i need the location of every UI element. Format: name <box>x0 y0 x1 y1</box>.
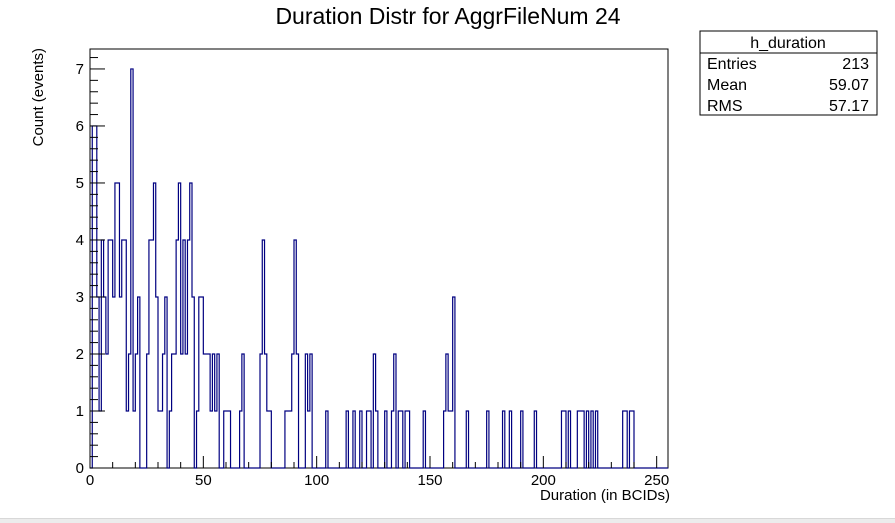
y-tick-label: 2 <box>76 346 84 363</box>
histogram-bin <box>106 354 108 468</box>
histogram-bin <box>226 411 228 468</box>
histogram-bin <box>580 411 582 468</box>
stats-rms-value: 57.17 <box>829 98 869 115</box>
x-axis: 0 50 100 150 200 250 <box>86 456 669 489</box>
histogram-bin <box>210 411 212 468</box>
histogram-bin <box>158 411 160 468</box>
histogram-series-line <box>90 68 668 469</box>
histogram-bin <box>151 240 153 468</box>
histogram-bin <box>119 297 121 468</box>
x-tick-label: 0 <box>86 472 94 489</box>
y-tick-label: 3 <box>76 289 84 306</box>
y-tick-label: 4 <box>76 232 84 249</box>
x-axis-label: Duration (in BCIDs) <box>540 487 670 504</box>
histogram-bins <box>92 69 634 468</box>
histogram-bin <box>126 411 128 468</box>
x-tick-label: 250 <box>644 472 669 489</box>
histogram-bin <box>448 411 450 468</box>
y-axis-label: Count (events) <box>30 48 47 146</box>
x-tick-label: 150 <box>417 472 442 489</box>
y-tick-label: 5 <box>76 175 84 192</box>
window-bottom-edge <box>0 518 895 523</box>
histogram-bin <box>99 411 101 468</box>
y-tick-label: 6 <box>76 118 84 135</box>
stats-entries-value: 213 <box>842 56 869 73</box>
histogram-bin <box>308 411 310 468</box>
histogram-bin <box>113 297 115 468</box>
histogram-bin <box>174 354 176 468</box>
x-tick-label: 100 <box>304 472 329 489</box>
histogram-bin <box>267 411 269 468</box>
histogram-bin <box>215 411 217 468</box>
histogram-bin <box>185 354 187 468</box>
stats-mean-label: Mean <box>707 77 747 94</box>
y-axis: 0 1 2 3 4 5 6 7 <box>76 57 105 477</box>
y-tick-label: 7 <box>76 61 84 78</box>
histogram-bin <box>450 411 452 468</box>
y-tick-label: 1 <box>76 403 84 420</box>
x-tick-label: 200 <box>531 472 556 489</box>
chart-title: Duration Distr for AggrFileNum 24 <box>275 3 620 29</box>
histogram-bin <box>203 354 205 468</box>
histogram-bin <box>181 354 183 468</box>
histogram-bin <box>133 411 135 468</box>
y-tick-label: 0 <box>76 460 84 477</box>
stats-rms-label: RMS <box>707 98 743 115</box>
x-tick-label: 50 <box>195 472 212 489</box>
stats-box-title: h_duration <box>750 35 826 52</box>
stats-mean-value: 59.07 <box>829 77 869 94</box>
stats-box: h_duration Entries 213 Mean 59.07 RMS 57… <box>699 30 878 116</box>
histogram-bin <box>206 354 208 468</box>
histogram-bin <box>287 411 289 468</box>
stats-box-frame <box>699 30 878 116</box>
histogram-bin <box>160 411 162 468</box>
stats-entries-label: Entries <box>707 56 757 73</box>
histogram-bin <box>289 411 291 468</box>
